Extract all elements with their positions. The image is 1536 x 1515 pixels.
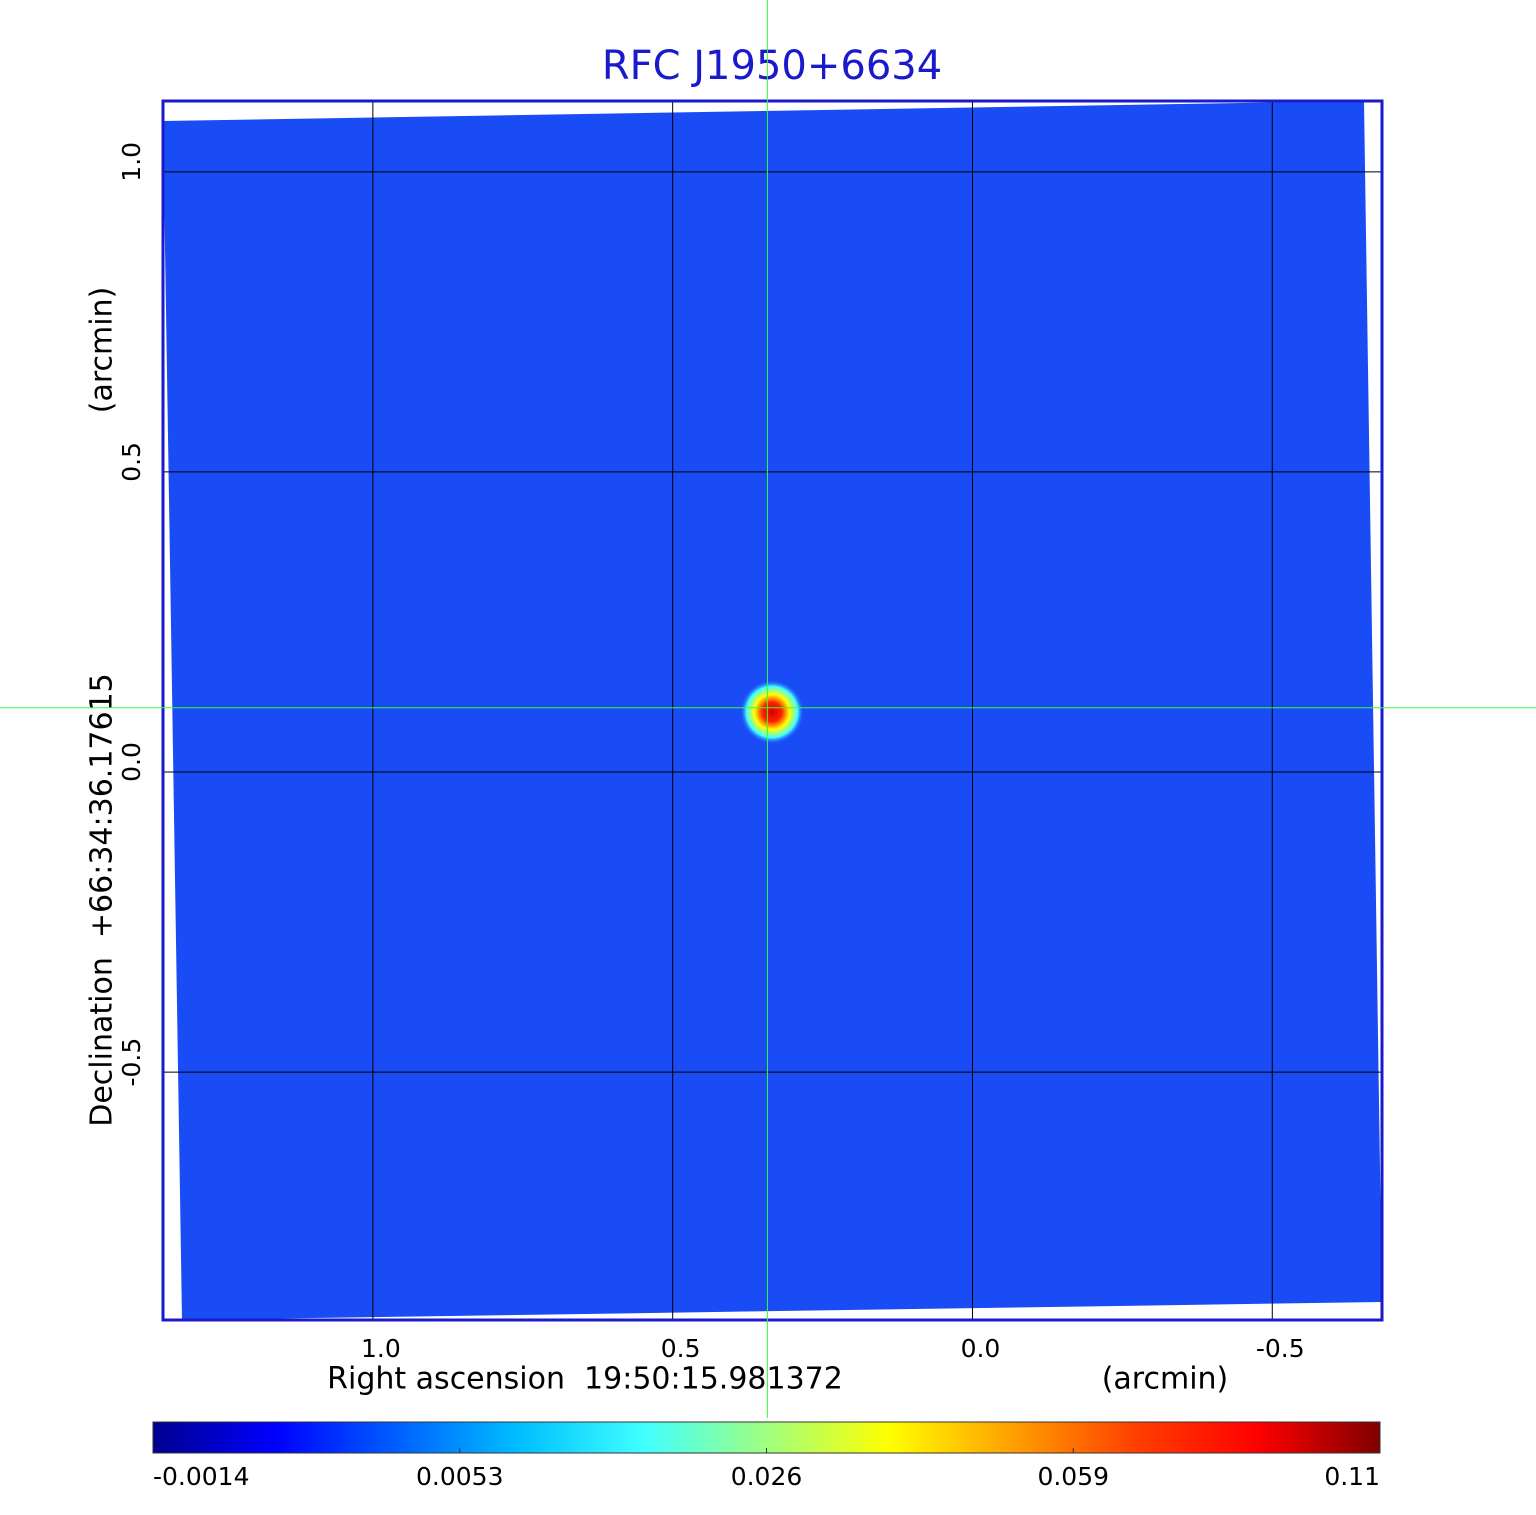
y-tick-label: 1.0 [117, 142, 146, 182]
colorbar-tick-label: -0.0014 [153, 1462, 250, 1491]
y-axis-unit: (arcmin) [85, 287, 120, 414]
colorbar-tick-label: 0.0053 [416, 1462, 503, 1491]
colorbar-tick-label: 0.059 [1037, 1462, 1109, 1491]
y-tick-label: -0.5 [117, 1038, 146, 1087]
x-tick-label: 0.5 [661, 1334, 701, 1363]
x-tick-label: 1.0 [361, 1334, 401, 1363]
colorbar [152, 1421, 1381, 1454]
x-tick-label: -0.5 [1256, 1334, 1305, 1363]
y-tick-label: 0.5 [117, 442, 146, 482]
chart-title: RFC J1950+6634 [602, 43, 942, 89]
colorbar-tick-label: 0.026 [731, 1462, 803, 1491]
source-blob [740, 680, 804, 744]
x-axis-unit: (arcmin) [1102, 1362, 1229, 1397]
frame [161, 99, 1384, 1322]
x-axis-label: Right ascension 19:50:15.981372 [327, 1362, 843, 1397]
x-tick-label: 0.0 [961, 1334, 1001, 1363]
colorbar-tick-label: 0.11 [1324, 1462, 1380, 1491]
y-tick-label: 0.0 [117, 742, 146, 782]
y-axis-label: Declination +66:34:36.17615 [85, 673, 120, 1127]
